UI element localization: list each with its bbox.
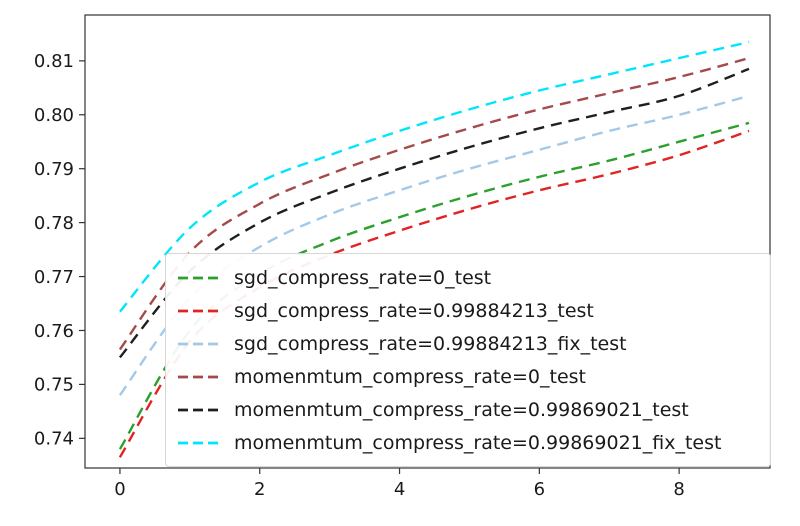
y-tick-label: 0.76 bbox=[34, 321, 74, 342]
legend-line-sample-icon bbox=[178, 375, 220, 378]
legend-label: sgd_compress_rate=0_test bbox=[234, 266, 492, 289]
y-tick-label: 0.75 bbox=[34, 375, 74, 396]
x-tick-label: 6 bbox=[534, 479, 545, 500]
series-line-momenmtum_compress_rate=0_test bbox=[118, 56, 750, 351]
legend-item: momenmtum_compress_rate=0.99869021_fix_t… bbox=[176, 426, 760, 459]
legend-label: momenmtum_compress_rate=0_test bbox=[234, 365, 586, 388]
legend-label: momenmtum_compress_rate=0.99869021_fix_t… bbox=[234, 431, 722, 454]
plot-border bbox=[84, 14, 771, 469]
series-line-momenmtum_compress_rate=0.99869021_test bbox=[118, 67, 750, 359]
legend-label: sgd_compress_rate=0.99884213_test bbox=[234, 299, 594, 322]
x-tick-label: 2 bbox=[254, 479, 265, 500]
y-tick-label: 0.78 bbox=[34, 213, 74, 234]
legend-line-sample-icon bbox=[178, 276, 220, 279]
x-tick-label: 0 bbox=[114, 479, 125, 500]
y-tick-label: 0.79 bbox=[34, 159, 74, 180]
legend-line-sample-icon bbox=[178, 342, 220, 345]
legend-item: momenmtum_compress_rate=0.99869021_test bbox=[176, 393, 760, 426]
legend-item: sgd_compress_rate=0.99884213_test bbox=[176, 294, 760, 327]
x-tick-label: 4 bbox=[394, 479, 405, 500]
legend-label: momenmtum_compress_rate=0.99869021_test bbox=[234, 398, 689, 421]
series-line-sgd_compress_rate=0_test bbox=[118, 121, 750, 450]
y-tick-label: 0.74 bbox=[34, 429, 74, 450]
y-tick-label: 0.80 bbox=[34, 105, 74, 126]
legend-item: sgd_compress_rate=0_test bbox=[176, 261, 760, 294]
legend-item: sgd_compress_rate=0.99884213_fix_test bbox=[176, 327, 760, 360]
x-tick-label: 8 bbox=[673, 479, 684, 500]
legend: sgd_compress_rate=0_test sgd_compress_rat… bbox=[165, 253, 771, 467]
legend-item: momenmtum_compress_rate=0_test bbox=[176, 360, 760, 393]
legend-line-sample-icon bbox=[178, 441, 220, 444]
y-tick-label: 0.77 bbox=[34, 267, 74, 288]
legend-label: sgd_compress_rate=0.99884213_fix_test bbox=[234, 332, 627, 355]
legend-line-sample-icon bbox=[178, 309, 220, 312]
legend-line-sample-icon bbox=[178, 408, 220, 411]
series-line-momenmtum_compress_rate=0.99869021_fix_test bbox=[118, 40, 750, 313]
y-tick-label: 0.81 bbox=[34, 51, 74, 72]
